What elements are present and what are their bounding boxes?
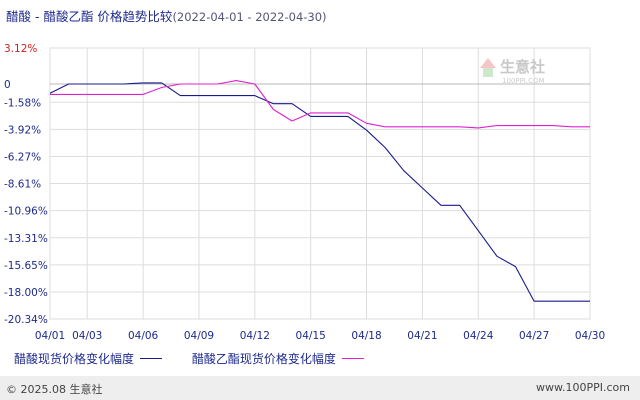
x-tick-label: 04/30 [575, 330, 605, 342]
chart-title-main: 醋酸 - 醋酸乙酯 价格趋势比较 [6, 9, 173, 24]
watermark-text: 生意社 [500, 58, 545, 76]
y-tick-label: -8.61% [4, 179, 41, 191]
y-tick-label: -13.31% [4, 233, 48, 245]
legend-label-series2: 醋酸乙酯现货价格变化幅度 [191, 352, 336, 366]
x-tick-label: 04/06 [128, 330, 159, 342]
watermark-house-base-icon [483, 68, 493, 77]
series-line-1 [49, 82, 590, 302]
x-tick-label: 04/27 [519, 330, 549, 342]
legend-label-series1: 醋酸现货价格变化幅度 [14, 352, 135, 366]
y-tick-label: -6.27% [4, 151, 41, 163]
x-tick-label: 04/09 [184, 330, 214, 342]
y-tick-label: 3.12% [4, 43, 37, 55]
legend-item-series2: 醋酸乙酯现货价格变化幅度 [192, 350, 364, 367]
watermark-subtext: 100PPI.COM [502, 77, 545, 85]
y-tick-label: -10.96% [4, 206, 48, 218]
legend-item-series1: 醋酸现货价格变化幅度 [14, 350, 163, 367]
legend-swatch-series1 [140, 358, 163, 359]
x-tick-label: 04/24 [463, 330, 494, 342]
x-tick-label: 04/03 [72, 330, 102, 342]
x-tick-label: 04/15 [296, 330, 326, 342]
legend-swatch-series2 [341, 358, 364, 359]
footer-copyright: © 2025.08 生意社 [6, 383, 103, 396]
x-tick-label: 04/18 [351, 330, 381, 342]
x-tick-label: 04/01 [35, 330, 65, 342]
footer-site-link[interactable]: www.100PPI.com [536, 381, 630, 394]
chart-title: 醋酸 - 醋酸乙酯 价格趋势比较(2022-04-01 - 2022-04-30… [6, 6, 327, 25]
y-tick-label: -15.65% [4, 260, 48, 272]
y-tick-label: 0 [4, 79, 11, 91]
legend: 醋酸现货价格变化幅度 醋酸乙酯现货价格变化幅度 [14, 350, 390, 367]
watermark-house-icon [480, 58, 496, 68]
x-tick-label: 04/12 [240, 330, 270, 342]
y-tick-label: -3.92% [4, 124, 41, 136]
y-tick-label: -20.34% [4, 314, 48, 326]
y-tick-label: -1.58% [4, 97, 41, 109]
x-tick-label: 04/21 [407, 330, 437, 342]
series-line-2 [50, 80, 590, 129]
y-tick-label: -18.00% [4, 287, 48, 299]
chart-title-range: (2022-04-01 - 2022-04-30) [172, 10, 327, 24]
footer-bar: © 2025.08 生意社 www.100PPI.com [0, 376, 640, 400]
